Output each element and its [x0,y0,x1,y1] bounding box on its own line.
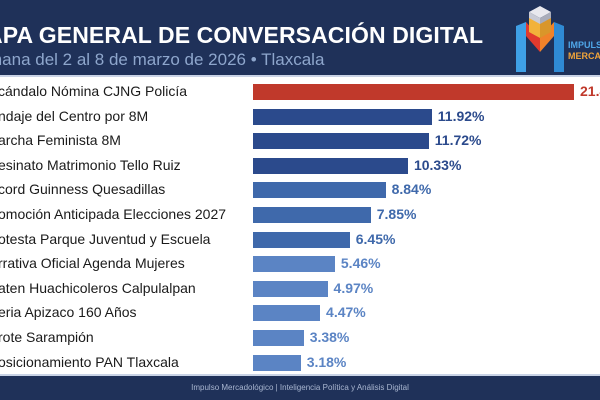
page-title: APA GENERAL DE CONVERSACIÓN DIGITAL [0,22,484,48]
value-label: 11.72% [434,132,482,149]
value-label: 3.38% [309,329,350,345]
bar [253,157,408,174]
bar [253,133,429,150]
bar [253,305,321,322]
category-label: rote Sarampión [0,329,94,345]
bar [253,354,301,371]
category-label: osicionamiento PAN Tlaxcala [0,353,179,370]
value-label: 3.18% [306,353,347,370]
bar-chart: cándalo Nómina CJNG Policía 21.4 ndaje del… [0,80,600,372]
header-banner: APA GENERAL DE CONVERSACIÓN DIGITAL mana… [0,0,600,76]
bar [253,231,350,248]
impulso-logo-icon [516,6,564,72]
footer-divider [0,374,600,376]
page-subtitle: mana del 2 al 8 de marzo de 2026 • Tlaxc… [0,50,325,69]
value-label: 4.47% [326,304,366,321]
category-label: otesta Parque Juventud y Escuela [0,230,211,247]
category-label: cándalo Nómina CJNG Policía [0,83,188,99]
value-label: 10.33% [413,156,462,173]
value-label: 6.45% [355,230,396,247]
category-label: eria Apizaco 160 Años [0,304,137,321]
footer-bar: Impulso Mercadológico | Inteligencia Pol… [0,376,600,400]
bar [253,280,328,297]
category-label: omoción Anticipada Elecciones 2027 [0,206,227,222]
header-divider [0,75,600,77]
category-label: esinato Matrimonio Tello Ruiz [0,156,181,173]
bar [253,207,371,223]
bar [253,108,432,125]
value-label: 4.97% [333,279,374,296]
footer-text: Impulso Mercadológico | Inteligencia Pol… [191,383,409,392]
bar [253,84,574,100]
category-label: ndaje del Centro por 8M [0,107,149,124]
bar [253,330,304,346]
value-label: 11.92% [437,107,485,124]
value-label: 5.46% [340,255,381,272]
value-label: 7.85% [376,206,417,222]
bar [253,256,335,273]
category-label: cord Guinness Quesadillas [0,181,166,198]
bar [253,182,386,199]
category-label: rrativa Oficial Agenda Mujeres [0,255,185,272]
category-label: aten Huachicoleros Calpulalpan [0,279,196,296]
category-label: archa Feminista 8M [0,132,121,149]
logo-wordmark: IMPULS MERCA [568,40,600,61]
value-label: 8.84% [391,181,432,198]
value-label: 21.4 [580,83,600,99]
